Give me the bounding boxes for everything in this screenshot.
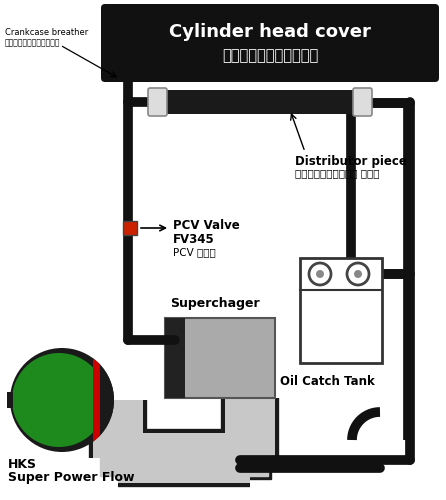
FancyBboxPatch shape bbox=[148, 88, 167, 116]
Text: HKS: HKS bbox=[8, 458, 37, 471]
Circle shape bbox=[354, 270, 362, 278]
Bar bbox=[300, 258, 382, 363]
Text: Oil Catch Tank: Oil Catch Tank bbox=[280, 375, 375, 388]
FancyBboxPatch shape bbox=[353, 88, 372, 116]
Circle shape bbox=[309, 263, 331, 285]
Text: PCV Valve: PCV Valve bbox=[173, 219, 240, 232]
Text: Distributor piece: Distributor piece bbox=[295, 155, 407, 168]
Text: シリンダーヘッドカバー: シリンダーヘッドカバー bbox=[222, 48, 318, 64]
FancyBboxPatch shape bbox=[150, 90, 370, 114]
FancyBboxPatch shape bbox=[101, 4, 439, 82]
Text: Super Power Flow: Super Power Flow bbox=[8, 471, 135, 484]
Bar bbox=[7, 392, 13, 408]
Bar bbox=[93, 348, 100, 452]
Text: PCV バルブ: PCV バルブ bbox=[173, 247, 216, 257]
Bar bbox=[165, 318, 275, 398]
Circle shape bbox=[10, 348, 114, 452]
Circle shape bbox=[316, 270, 324, 278]
Text: Superchager: Superchager bbox=[170, 297, 260, 310]
Text: クランクケースブリーダー: クランクケースブリーダー bbox=[5, 38, 61, 47]
Polygon shape bbox=[232, 440, 268, 476]
Polygon shape bbox=[229, 437, 271, 479]
Circle shape bbox=[12, 353, 106, 447]
Bar bbox=[165, 318, 185, 398]
Polygon shape bbox=[100, 440, 136, 476]
Bar bbox=[98, 348, 118, 452]
Bar bbox=[123, 221, 137, 235]
Circle shape bbox=[347, 263, 369, 285]
Text: FV345: FV345 bbox=[173, 233, 215, 246]
Text: Crankcase breather: Crankcase breather bbox=[5, 28, 88, 37]
Text: ディストリビューター ピース: ディストリビューター ピース bbox=[295, 168, 380, 178]
Text: Cylinder head cover: Cylinder head cover bbox=[169, 23, 371, 41]
